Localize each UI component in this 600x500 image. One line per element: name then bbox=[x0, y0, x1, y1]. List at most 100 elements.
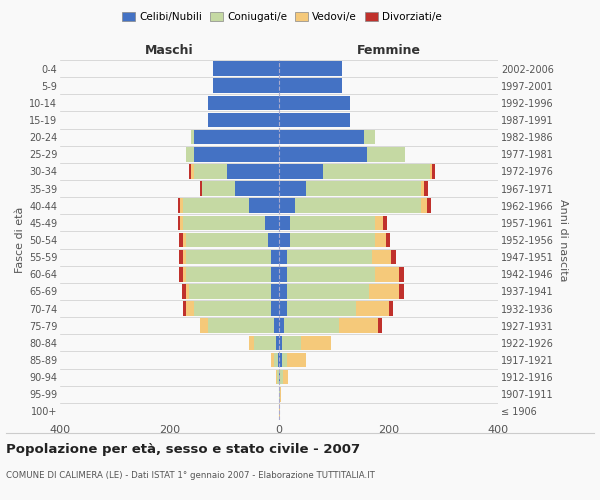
Bar bbox=[279, 147, 367, 162]
Bar bbox=[279, 370, 280, 384]
Bar bbox=[186, 147, 194, 162]
Bar bbox=[278, 352, 279, 368]
Bar bbox=[268, 232, 279, 248]
Bar bbox=[279, 232, 290, 248]
Bar bbox=[375, 232, 386, 248]
Bar bbox=[282, 336, 301, 350]
Bar bbox=[200, 182, 202, 196]
Bar bbox=[208, 112, 279, 128]
Bar bbox=[279, 302, 287, 316]
Y-axis label: Fasce di età: Fasce di età bbox=[14, 207, 25, 273]
Bar bbox=[254, 336, 276, 350]
Bar bbox=[179, 250, 183, 264]
Bar bbox=[271, 250, 279, 264]
Bar bbox=[391, 250, 395, 264]
Bar bbox=[279, 164, 323, 178]
Bar bbox=[194, 164, 227, 178]
Bar bbox=[279, 250, 287, 264]
Bar bbox=[279, 78, 342, 93]
Bar bbox=[323, 164, 430, 178]
Bar bbox=[181, 198, 183, 213]
Bar bbox=[202, 182, 235, 196]
Bar bbox=[279, 216, 290, 230]
Bar bbox=[427, 198, 431, 213]
Bar bbox=[279, 96, 350, 110]
Bar bbox=[182, 284, 186, 298]
Text: Popolazione per età, sesso e stato civile - 2007: Popolazione per età, sesso e stato civil… bbox=[6, 442, 360, 456]
Bar bbox=[271, 302, 279, 316]
Bar bbox=[364, 130, 375, 144]
Bar bbox=[400, 284, 404, 298]
Bar bbox=[279, 198, 295, 213]
Bar bbox=[356, 302, 389, 316]
Bar bbox=[183, 302, 186, 316]
Bar bbox=[339, 318, 377, 333]
Bar bbox=[383, 216, 388, 230]
Bar bbox=[183, 216, 265, 230]
Bar bbox=[279, 318, 284, 333]
Bar bbox=[194, 147, 279, 162]
Bar bbox=[186, 302, 194, 316]
Bar bbox=[279, 387, 280, 402]
Bar bbox=[208, 318, 274, 333]
Bar bbox=[307, 182, 421, 196]
Bar bbox=[287, 352, 307, 368]
Bar bbox=[284, 318, 339, 333]
Bar bbox=[274, 352, 278, 368]
Bar bbox=[372, 250, 391, 264]
Bar bbox=[179, 232, 183, 248]
Bar bbox=[375, 216, 383, 230]
Bar bbox=[433, 164, 435, 178]
Bar bbox=[279, 130, 364, 144]
Bar bbox=[279, 62, 342, 76]
Bar bbox=[194, 130, 279, 144]
Bar bbox=[279, 336, 282, 350]
Bar bbox=[271, 267, 279, 281]
Bar bbox=[400, 267, 404, 281]
Bar bbox=[283, 370, 289, 384]
Legend: Celibi/Nubili, Coniugati/e, Vedovi/e, Divorziati/e: Celibi/Nubili, Coniugati/e, Vedovi/e, Di… bbox=[118, 8, 446, 26]
Bar bbox=[279, 182, 307, 196]
Bar bbox=[186, 250, 271, 264]
Bar bbox=[178, 198, 181, 213]
Bar bbox=[183, 232, 186, 248]
Bar bbox=[183, 198, 249, 213]
Bar bbox=[287, 267, 375, 281]
Bar bbox=[249, 336, 254, 350]
Text: Femmine: Femmine bbox=[356, 44, 421, 58]
Bar bbox=[279, 404, 280, 418]
Bar bbox=[271, 284, 279, 298]
Bar bbox=[188, 284, 271, 298]
Bar bbox=[370, 284, 400, 298]
Bar bbox=[424, 182, 428, 196]
Bar bbox=[287, 302, 356, 316]
Bar bbox=[295, 198, 421, 213]
Bar bbox=[277, 370, 279, 384]
Bar bbox=[280, 387, 281, 402]
Bar bbox=[290, 232, 375, 248]
Bar bbox=[200, 318, 208, 333]
Bar bbox=[274, 318, 279, 333]
Bar bbox=[279, 284, 287, 298]
Bar bbox=[386, 232, 390, 248]
Bar bbox=[194, 302, 271, 316]
Bar bbox=[183, 267, 186, 281]
Bar bbox=[279, 112, 350, 128]
Bar bbox=[377, 318, 382, 333]
Text: Maschi: Maschi bbox=[145, 44, 194, 58]
Bar bbox=[279, 267, 287, 281]
Bar bbox=[186, 232, 268, 248]
Bar bbox=[421, 182, 424, 196]
Bar bbox=[287, 284, 370, 298]
Bar bbox=[375, 267, 400, 281]
Bar bbox=[235, 182, 279, 196]
Bar bbox=[430, 164, 432, 178]
Bar bbox=[282, 352, 287, 368]
Bar bbox=[280, 370, 283, 384]
Bar bbox=[367, 147, 405, 162]
Bar bbox=[186, 267, 271, 281]
Bar bbox=[214, 78, 279, 93]
Bar bbox=[191, 130, 194, 144]
Bar bbox=[208, 96, 279, 110]
Bar bbox=[279, 352, 282, 368]
